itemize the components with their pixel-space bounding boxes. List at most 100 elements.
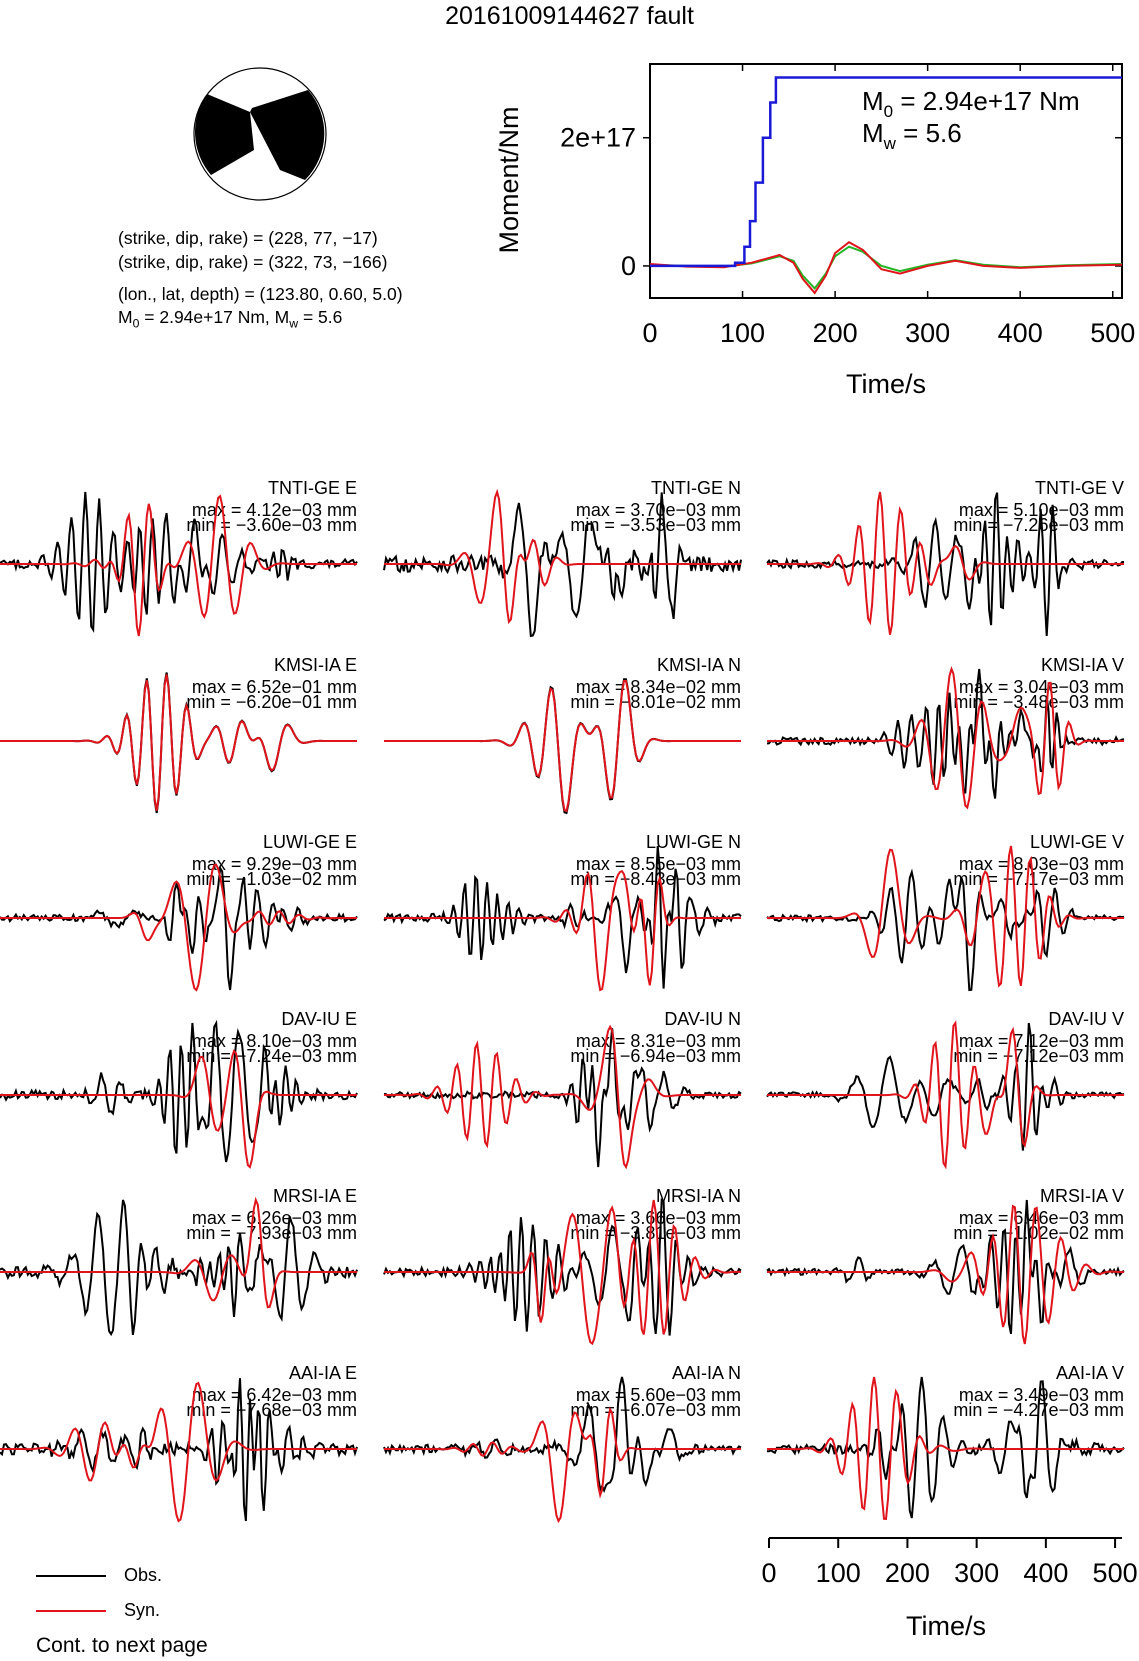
station-min: min = −7.68e−03 mm: [186, 1400, 357, 1420]
station-max: max = 4.12e−03 mm: [192, 500, 357, 520]
moment-plot-frame: [649, 63, 1123, 299]
legend-syn-label: Syn.: [124, 1600, 161, 1620]
moment-series: [649, 76, 1123, 295]
station-min: min = −6.20e−01 mm: [186, 692, 357, 712]
observed-trace: [0, 1378, 358, 1522]
station-min: min = −3.53e−03 mm: [570, 515, 741, 535]
waveform-time-axis: 0 100 200 300 400 500: [761, 1537, 1138, 1588]
synthetic-trace: [0, 863, 357, 992]
observed-trace: [0, 1199, 358, 1337]
synthetic-trace: [0, 1049, 357, 1169]
station-min: min = −6.94e−03 mm: [570, 1046, 741, 1066]
station-label: MRSI-IA E: [273, 1186, 357, 1206]
station-max: max = 8.34e−02 mm: [576, 677, 741, 697]
synthetic-trace: [767, 1020, 1124, 1170]
station-max: max = 7.12e−03 mm: [959, 1031, 1124, 1051]
station-max: max = 3.04e−03 mm: [959, 677, 1124, 697]
station-min: min = −7.24e−03 mm: [186, 1046, 357, 1066]
waveform-x-axis-label: Time/s: [906, 1611, 986, 1641]
legend-obs-label: Obs.: [124, 1565, 163, 1585]
station-max: max = 6.42e−03 mm: [192, 1385, 357, 1405]
page-title: 20161009144627 fault: [445, 2, 694, 30]
station-label: DAV-IU V: [1048, 1009, 1124, 1029]
station-label: TNTI-GE V: [1035, 478, 1124, 498]
synthetic-trace: [384, 1406, 741, 1524]
station-max: max = 3.70e−03 mm: [576, 500, 741, 520]
station-label: KMSI-IA E: [274, 655, 357, 675]
station-label: DAV-IU N: [664, 1009, 741, 1029]
station-label: TNTI-GE E: [268, 478, 357, 498]
station-max: max = 8.31e−03 mm: [576, 1031, 741, 1051]
station-max: max = 5.60e−03 mm: [576, 1385, 741, 1405]
synthetic-trace: [767, 1376, 1124, 1520]
observed-trace: [766, 868, 1125, 992]
station-max: max = 8.03e−03 mm: [959, 854, 1124, 874]
station-min: min = −7.12e−03 mm: [953, 1046, 1124, 1066]
station-label: KMSI-IA V: [1041, 655, 1124, 675]
synthetic-trace: [384, 1024, 741, 1170]
station-label: AAI-IA N: [672, 1363, 741, 1383]
synthetic-trace: [384, 1199, 742, 1346]
station-min: min = −3.60e−03 mm: [186, 515, 357, 535]
observed-trace: [383, 492, 742, 638]
synthetic-trace: [0, 1196, 357, 1309]
station-min: min = −7.17e−03 mm: [953, 869, 1124, 889]
source-location: (lon., lat, depth) = (123.80, 0.60, 5.0): [118, 284, 403, 304]
station-max: max = 9.29e−03 mm: [192, 854, 357, 874]
station-label: LUWI-GE E: [263, 832, 357, 852]
station-min: min = −3.48e−03 mm: [953, 692, 1124, 712]
moment-axis-ticks: 0 100 200 300 400 500 0 2e+17: [560, 64, 1135, 348]
time-tick-label-1: 100: [816, 1558, 861, 1588]
focal-mechanism-beachball: [193, 67, 327, 201]
station-max: max = 6.52e−01 mm: [192, 677, 357, 697]
observed-trace: [767, 1376, 1125, 1519]
m0-value: 2.94e+17 Nm: [159, 307, 265, 327]
time-tick-label-5: 500: [1093, 1558, 1138, 1588]
station-label: LUWI-GE V: [1030, 832, 1124, 852]
observed-trace: [766, 1199, 1125, 1334]
nodal-plane-2: (strike, dip, rake) = (322, 73, −166): [118, 252, 388, 272]
moment-y-tick-label-0: 0: [621, 251, 636, 281]
moment-x-tick-label-5: 500: [1090, 318, 1135, 348]
station-max: max = 3.49e−03 mm: [959, 1385, 1124, 1405]
moment-x-tick-label-1: 100: [720, 318, 765, 348]
observed-trace: [766, 492, 1125, 637]
m0-annotation: M0 = 2.94e+17 Nm: [862, 86, 1080, 121]
synthetic-trace: [767, 1204, 1124, 1345]
station-label: MRSI-IA V: [1040, 1186, 1124, 1206]
synthetic-trace: [0, 674, 357, 811]
synthetic-trace: [767, 491, 1124, 635]
synthetic-trace: [767, 845, 1124, 988]
synthetic-trace: [384, 680, 741, 813]
moment-y-tick-label-1: 2e+17: [560, 123, 636, 153]
station-max: max = 6.46e−03 mm: [959, 1208, 1124, 1228]
moment-y-axis-label: Moment/Nm: [494, 106, 524, 253]
station-label: KMSI-IA N: [657, 655, 741, 675]
synthetic-trace: [384, 488, 741, 625]
station-label: MRSI-IA N: [656, 1186, 741, 1206]
time-tick-label-4: 400: [1023, 1558, 1068, 1588]
time-tick-label-3: 300: [954, 1558, 999, 1588]
station-label: AAI-IA E: [289, 1363, 357, 1383]
mw-annotation: Mw = 5.6: [862, 118, 962, 153]
mw-value: 5.6: [318, 307, 343, 327]
moment-magnitude-line: M0 = 2.94e+17 Nm, Mw = 5.6: [118, 307, 343, 331]
station-min: min = −8.01e−02 mm: [570, 692, 741, 712]
